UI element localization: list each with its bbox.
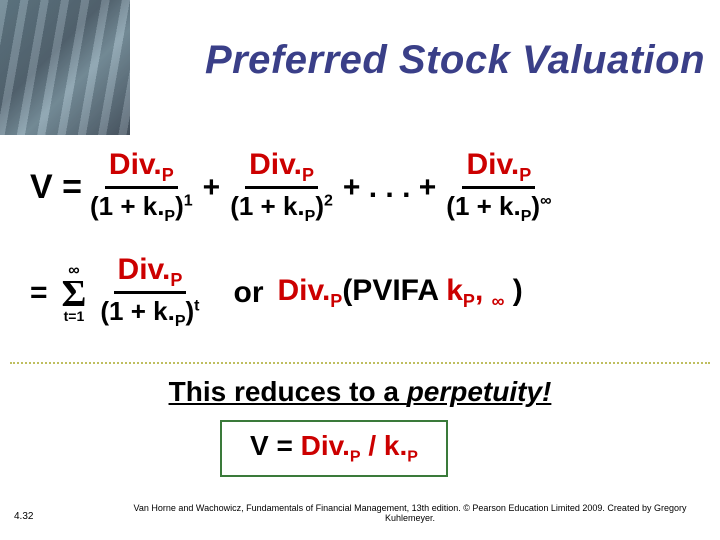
- dividend-sub: P: [162, 165, 174, 185]
- den-open-t: (1 + k.: [100, 296, 174, 326]
- sigma-lower: t=1: [64, 309, 85, 323]
- divider-line: [10, 362, 710, 364]
- perpetuity-a: This reduces to a: [169, 376, 407, 407]
- den-close-t: ): [186, 296, 195, 326]
- den-kp-inf: P: [521, 208, 532, 225]
- formula-area: V = Div.P (1 + k.P)1 + Div.P (1 + k.P)2 …: [30, 150, 700, 330]
- or-text: or: [234, 276, 264, 310]
- sigma-line: = ∞ Σ t=1 Div.P (1 + k.P)t or Div.P(PVIF…: [30, 255, 700, 330]
- credit-line: Van Horne and Wachowicz, Fundamentals of…: [120, 504, 700, 524]
- dividend-sub-t: P: [170, 270, 182, 290]
- dividend-sub-2: P: [302, 165, 314, 185]
- den-open-inf: (1 + k.: [446, 191, 520, 221]
- ellipsis: + . . . +: [341, 171, 438, 205]
- slide-number: 4.32: [14, 511, 33, 522]
- den-open-1: (1 + k.: [90, 191, 164, 221]
- slide-title: Preferred Stock Valuation: [140, 38, 705, 83]
- sigma-symbol: Σ: [62, 279, 87, 309]
- den-kp-2: P: [305, 208, 316, 225]
- term-t: Div.P (1 + k.P)t: [100, 255, 199, 330]
- v-equals: V =: [30, 168, 82, 207]
- dividend-label-inf: Div.: [466, 148, 519, 181]
- boxed-div: Div.: [301, 430, 350, 461]
- pvifa-open: (PVIFA: [342, 274, 438, 307]
- exp-t: t: [194, 298, 199, 315]
- sigma: ∞ Σ t=1: [62, 263, 87, 323]
- boxed-v: V =: [250, 430, 301, 461]
- exp-2: 2: [324, 192, 333, 209]
- corner-photo: [0, 0, 130, 135]
- dividend-label-t: Div.: [118, 253, 171, 286]
- den-kp-t: P: [175, 313, 186, 330]
- exp-1: 1: [184, 192, 193, 209]
- pvifa-div-sub: P: [330, 291, 342, 311]
- pvifa-kp: P: [463, 291, 475, 311]
- boxed-k: k.: [384, 430, 407, 461]
- perpetuity-statement: This reduces to a perpetuity!: [0, 376, 720, 408]
- term-1: Div.P (1 + k.P)1: [90, 150, 193, 225]
- den-kp-1: P: [164, 208, 175, 225]
- dividend-label: Div.: [109, 148, 162, 181]
- pvifa-close: ): [504, 274, 522, 307]
- exp-inf: ∞: [540, 192, 551, 209]
- term-inf: Div.P (1 + k.P)∞: [446, 150, 551, 225]
- boxed-k-sub: P: [407, 449, 418, 466]
- pvifa-k: k: [438, 274, 463, 307]
- boxed-slash: /: [361, 430, 384, 461]
- boxed-div-sub: P: [350, 449, 361, 466]
- perpetuity-b: perpetuity!: [407, 376, 552, 407]
- valuation-sum-line: V = Div.P (1 + k.P)1 + Div.P (1 + k.P)2 …: [30, 150, 700, 225]
- dividend-sub-inf: P: [519, 165, 531, 185]
- den-close-1: ): [175, 191, 184, 221]
- plus-1: +: [201, 171, 223, 205]
- term-2: Div.P (1 + k.P)2: [230, 150, 333, 225]
- equals-2: =: [30, 276, 48, 310]
- den-open-2: (1 + k.: [230, 191, 304, 221]
- pvifa-comma: ,: [475, 274, 492, 307]
- pvifa-inf: ∞: [492, 291, 505, 311]
- den-close-2: ): [315, 191, 324, 221]
- dividend-label-2: Div.: [249, 148, 302, 181]
- den-close-inf: ): [531, 191, 540, 221]
- pvifa-div: Div.: [278, 274, 331, 307]
- pvifa-expression: Div.P(PVIFA kP, ∞ ): [278, 274, 523, 312]
- perpetuity-formula-box: V = Div.P / k.P: [220, 420, 448, 477]
